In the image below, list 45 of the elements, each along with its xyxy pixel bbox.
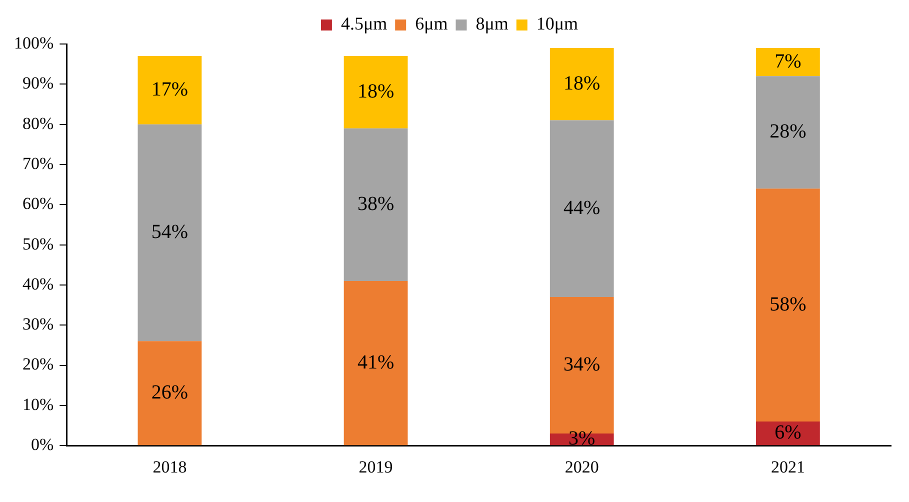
data-label: 38% xyxy=(357,192,394,215)
data-label: 17% xyxy=(151,78,188,100)
y-tick-label: 30% xyxy=(22,314,54,334)
y-tick-label: 70% xyxy=(22,154,54,173)
bar xyxy=(756,48,820,76)
y-tick-label: 80% xyxy=(22,114,54,133)
y-tick-label: 60% xyxy=(22,194,54,214)
bar xyxy=(344,128,408,281)
data-label: 18% xyxy=(564,72,600,94)
bar xyxy=(138,124,202,342)
legend-label: 8μm xyxy=(476,14,508,34)
legend-label: 4.5μm xyxy=(340,14,388,34)
bar xyxy=(756,422,820,446)
bar xyxy=(550,120,614,298)
data-label: 34% xyxy=(564,354,600,376)
legend-label: 10μm xyxy=(536,14,578,34)
data-label: 26% xyxy=(151,381,188,404)
x-tick-label: 2019 xyxy=(358,457,393,476)
data-label: 58% xyxy=(770,293,806,316)
x-tick-label: 2018 xyxy=(152,457,187,476)
data-label: 6% xyxy=(774,422,802,444)
data-label: 28% xyxy=(770,120,806,143)
bar xyxy=(550,48,614,120)
y-tick-label: 40% xyxy=(22,274,54,294)
x-tick-label: 2021 xyxy=(770,457,805,476)
bar xyxy=(138,341,202,446)
y-tick-label: 10% xyxy=(22,394,54,414)
y-tick-label: 100% xyxy=(14,33,54,52)
y-tick-label: 20% xyxy=(22,354,54,374)
data-label: 3% xyxy=(568,428,596,450)
data-label: 44% xyxy=(564,196,600,219)
bar xyxy=(138,56,202,124)
y-tick-label: 90% xyxy=(22,74,54,93)
legend-label: 6μm xyxy=(415,14,448,34)
data-label: 54% xyxy=(151,221,188,243)
y-tick-label: 0% xyxy=(30,435,54,454)
bar xyxy=(756,76,820,189)
y-tick-label: 50% xyxy=(22,234,54,254)
bar xyxy=(756,188,820,422)
data-label: 18% xyxy=(357,80,394,102)
bar xyxy=(344,280,408,446)
data-label: 41% xyxy=(357,351,394,374)
x-tick-label: 2020 xyxy=(564,457,599,476)
data-label: 7% xyxy=(774,50,802,72)
bar xyxy=(344,56,408,128)
